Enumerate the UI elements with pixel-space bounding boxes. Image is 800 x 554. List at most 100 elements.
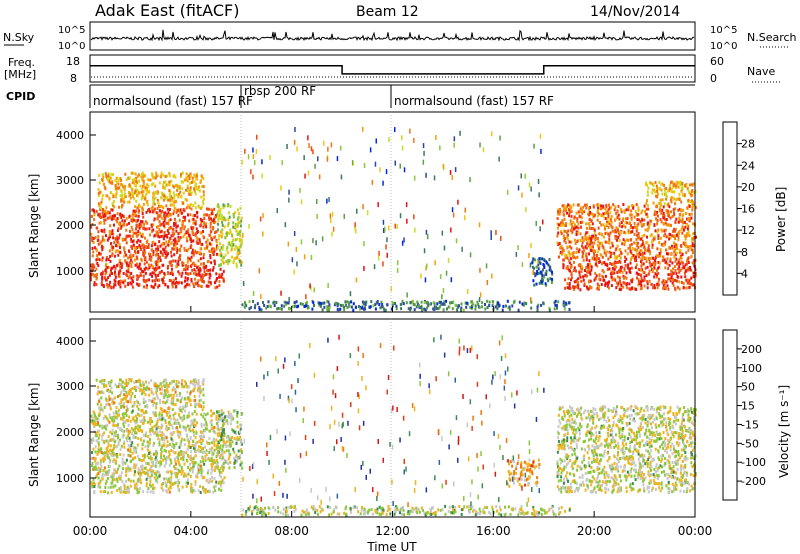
power-cell <box>160 216 163 220</box>
velocity-cell <box>199 468 202 472</box>
power-cell <box>172 259 175 263</box>
velocity-cell <box>149 455 152 459</box>
power-cell <box>572 285 575 289</box>
power-cell <box>656 189 658 193</box>
power-cell <box>590 245 593 249</box>
power-cell <box>576 239 579 243</box>
power-cell <box>114 194 117 197</box>
power-cell <box>136 278 139 281</box>
velocity-cell <box>122 419 125 423</box>
power-cell <box>422 159 425 165</box>
power-cell <box>218 275 220 279</box>
power-cell <box>156 198 159 202</box>
power-cell <box>186 278 189 282</box>
power-cell <box>286 144 288 149</box>
power-cell <box>570 222 573 226</box>
power-cell <box>684 245 687 249</box>
power-cell <box>198 238 201 242</box>
power-cell <box>193 285 195 289</box>
power-cell <box>386 303 389 307</box>
power-cell <box>675 257 678 261</box>
power-cell <box>452 212 455 218</box>
power-cell <box>598 232 601 236</box>
power-cell <box>662 279 665 283</box>
velocity-cell <box>151 462 154 466</box>
power-cell <box>684 225 687 229</box>
velocity-cell <box>180 440 183 444</box>
power-cell <box>554 303 557 307</box>
power-cell <box>631 230 634 234</box>
velocity-cell <box>175 422 178 425</box>
power-cell <box>676 234 678 237</box>
power-cell <box>541 257 544 261</box>
power-cell <box>681 186 684 190</box>
power-cell <box>112 245 115 249</box>
power-cell <box>173 196 176 200</box>
velocity-cell <box>182 454 185 458</box>
power-cell <box>209 268 212 272</box>
power-cell <box>364 302 367 306</box>
power-cell <box>161 209 164 213</box>
power-cell <box>157 205 160 208</box>
velocity-cell <box>94 434 97 438</box>
power-cell <box>668 184 671 188</box>
velocity-cell <box>183 414 185 418</box>
velocity-cell <box>173 465 176 469</box>
power-cell <box>603 261 606 264</box>
velocity-cell <box>102 451 104 455</box>
power-cell <box>490 230 492 236</box>
power-cell <box>623 267 626 271</box>
power-cell <box>685 212 687 215</box>
power-cell <box>524 173 526 179</box>
power-cell <box>683 271 686 275</box>
power-cell <box>238 259 241 263</box>
power-cell <box>114 178 117 182</box>
power-cell <box>574 285 577 289</box>
power-cell <box>636 241 639 245</box>
power-cell <box>680 281 683 284</box>
power-cell <box>664 285 667 289</box>
velocity-cell <box>112 416 115 420</box>
velocity-cell <box>185 484 188 488</box>
power-cell <box>261 173 263 179</box>
power-cell <box>617 204 620 208</box>
power-cell <box>691 244 694 248</box>
power-cell <box>671 234 674 238</box>
power-cell <box>590 249 593 253</box>
power-cell <box>691 208 694 212</box>
power-cell <box>168 174 171 178</box>
power-cell <box>656 195 659 199</box>
velocity-cell <box>179 433 182 437</box>
power-cell <box>220 275 223 279</box>
velocity-cell <box>201 447 203 451</box>
power-cell <box>573 215 576 219</box>
velocity-cell <box>197 465 200 469</box>
power-cell <box>114 237 117 241</box>
power-cell <box>582 278 585 282</box>
velocity-cell <box>122 453 125 457</box>
power-cell <box>573 227 575 231</box>
power-cell <box>620 210 623 214</box>
power-cell <box>94 236 97 239</box>
power-cell <box>653 188 656 192</box>
velocity-cell <box>194 454 197 458</box>
power-cell <box>105 262 108 266</box>
velocity-cell <box>213 441 216 445</box>
velocity-cell <box>161 413 163 417</box>
power-cell <box>97 213 100 217</box>
power-cell <box>199 268 202 272</box>
power-cell <box>615 281 618 285</box>
power-cell <box>587 237 590 241</box>
power-cell <box>399 163 401 169</box>
power-cell <box>631 280 633 284</box>
power-cell <box>609 211 612 215</box>
power-cell <box>197 284 200 287</box>
velocity-cell <box>178 453 180 457</box>
power-cell <box>605 231 608 235</box>
power-cell <box>207 207 210 211</box>
power-cell <box>206 238 209 242</box>
power-cell <box>371 179 374 185</box>
power-cell <box>172 212 175 216</box>
power-cell <box>212 266 215 270</box>
velocity-cell <box>147 444 150 448</box>
